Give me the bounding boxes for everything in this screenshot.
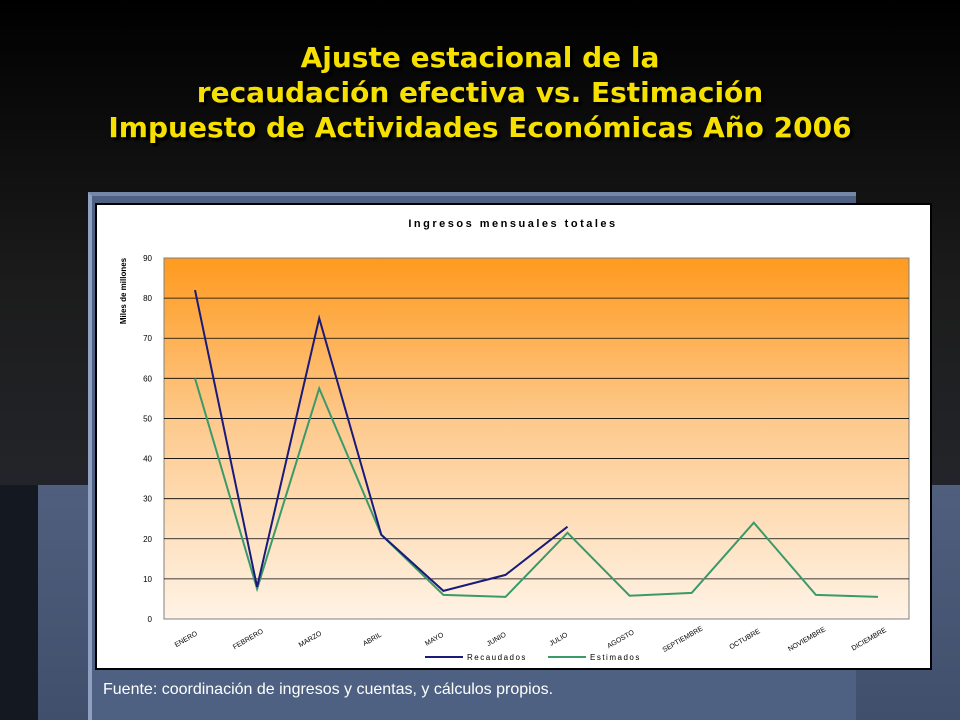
x-tick-label: DICIEMBRE (851, 627, 888, 653)
legend-label: Recaudados (467, 653, 527, 662)
y-tick-label: 50 (143, 414, 152, 423)
x-tick-label: AGOSTO (606, 629, 636, 650)
series-line-estimados (194, 378, 879, 598)
x-tick-label: JUNIO (486, 631, 508, 648)
x-tick-label: SEPTIEMBRE (662, 625, 705, 654)
source-note: Fuente: coordinación de ingresos y cuent… (103, 681, 554, 698)
chart-container: Ingresos mensuales totales Miles de mill… (95, 203, 932, 670)
series-lines (194, 289, 879, 598)
background-band-left (0, 485, 38, 720)
x-tick-label: NOVIEMBRE (787, 626, 827, 653)
y-tick-label: 70 (143, 334, 152, 343)
y-tick-label: 60 (143, 374, 152, 383)
x-tick-label: FEBRERO (232, 628, 265, 651)
title-line-3: Impuesto de Actividades Económicas Año 2… (108, 111, 852, 144)
y-tick-label: 10 (143, 575, 152, 584)
y-tick-label: 40 (143, 455, 152, 464)
line-chart: Ingresos mensuales totales Miles de mill… (119, 218, 910, 662)
x-tick-label: JULIO (548, 631, 569, 647)
y-tick-labels: 0 10 20 30 40 50 60 70 80 90 (143, 254, 152, 624)
title-line-2: recaudación efectiva vs. Estimación (196, 76, 764, 109)
x-tick-label: MAYO (424, 631, 445, 647)
y-tick-label: 0 (148, 615, 153, 624)
legend: Recaudados Estimados (425, 653, 641, 662)
y-tick-label: 20 (143, 535, 152, 544)
y-tick-label: 80 (143, 294, 152, 303)
title-line-1: Ajuste estacional de la (300, 41, 660, 74)
legend-label: Estimados (590, 653, 641, 662)
x-tick-label: OCTUBRE (728, 628, 761, 651)
x-tick-label: MARZO (298, 630, 324, 649)
series-line-recaudados (194, 289, 569, 593)
slide-title: Ajuste estacional de la recaudación efec… (0, 40, 960, 145)
grid-lines (164, 297, 909, 580)
chart-title: Ingresos mensuales totales (408, 218, 617, 230)
x-tick-labels: ENERO FEBRERO MARZO ABRIL MAYO JUNIO JULIO AGOS… (174, 625, 888, 654)
x-tick-label: ENERO (174, 630, 200, 649)
y-tick-label: 90 (143, 254, 152, 263)
y-tick-label: 30 (143, 495, 152, 504)
y-axis-label: Miles de millones (119, 257, 128, 324)
x-tick-label: ABRIL (362, 632, 383, 648)
